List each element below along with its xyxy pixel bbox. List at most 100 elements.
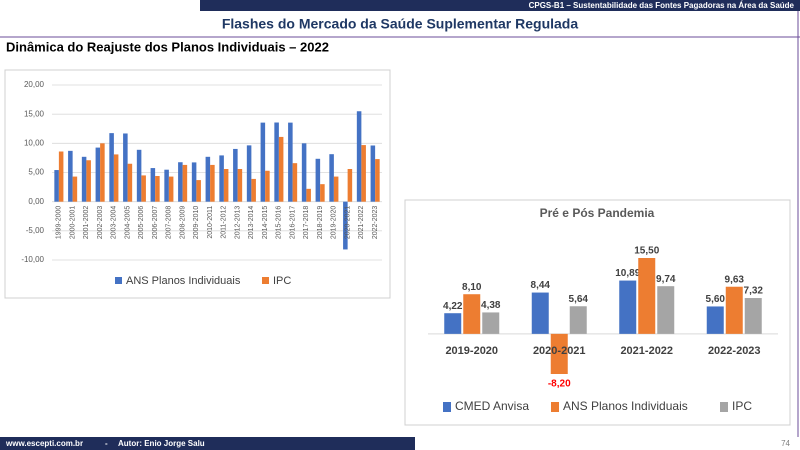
x-tick-label: 2022-2023 <box>708 345 761 357</box>
x-tick-label: 2021-2022 <box>358 206 365 240</box>
bar <box>370 145 376 202</box>
bar <box>333 176 339 202</box>
x-tick-label: 2017-2018 <box>303 206 310 240</box>
x-tick-label: 2012-2013 <box>234 206 241 240</box>
x-tick-label: 2009-2010 <box>193 206 200 240</box>
x-tick-label: 2020-2021 <box>344 206 351 240</box>
x-tick-label: 2005-2006 <box>138 206 145 240</box>
value-label: 10,89 <box>615 268 640 279</box>
bar <box>343 201 348 250</box>
bar <box>251 178 256 202</box>
bar <box>329 154 334 202</box>
bar <box>375 159 380 202</box>
bar <box>744 298 762 334</box>
bar <box>196 180 201 202</box>
chart-title: Pré e Pós Pandemia <box>540 206 655 220</box>
x-tick-label: 2003-2004 <box>111 206 118 240</box>
legend-label: ANS Planos Individuais <box>126 275 241 287</box>
bar <box>81 156 87 202</box>
legend-label: IPC <box>273 275 291 287</box>
bar <box>191 162 197 202</box>
x-tick-label: 2001-2002 <box>83 206 90 240</box>
bar <box>278 136 284 202</box>
bar <box>274 122 279 202</box>
bar <box>569 306 587 334</box>
footer-site: www.escepti.com.br <box>5 439 83 448</box>
y-tick-label: -5,00 <box>26 226 45 235</box>
bar <box>463 294 481 334</box>
bar <box>315 158 321 202</box>
footer-author: Autor: Enio Jorge Salu <box>118 439 205 448</box>
x-tick-label: 2018-2019 <box>317 206 324 240</box>
bar <box>260 122 266 202</box>
legend-swatch <box>551 402 559 412</box>
section-title: Dinâmica do Reajuste dos Planos Individu… <box>6 39 329 54</box>
bar <box>127 163 133 202</box>
value-label: 8,44 <box>531 280 551 291</box>
bar <box>86 160 91 202</box>
bar <box>725 286 743 334</box>
x-tick-label: 1999-2000 <box>56 206 63 240</box>
bar <box>205 156 211 202</box>
x-tick-label: 2020-2021 <box>533 345 586 357</box>
bar <box>531 292 549 334</box>
bar <box>347 169 353 202</box>
value-label: 4,38 <box>481 300 501 311</box>
bar <box>95 147 101 202</box>
bar <box>68 150 73 202</box>
bar <box>292 163 298 202</box>
y-tick-label: 0,00 <box>28 197 44 206</box>
value-label: -8,20 <box>548 379 571 390</box>
bar <box>320 184 325 202</box>
bar <box>706 306 724 334</box>
bar <box>164 169 169 202</box>
slide-title: Flashes do Mercado da Saúde Suplementar … <box>222 16 579 32</box>
legend-swatch <box>720 402 728 412</box>
top-bar <box>200 0 800 11</box>
value-label: 7,32 <box>744 286 764 297</box>
x-tick-label: 2006-2007 <box>152 206 159 240</box>
x-tick-label: 2013-2014 <box>248 206 255 240</box>
value-label: 15,50 <box>634 246 659 257</box>
bar <box>265 170 270 202</box>
legend-label: CMED Anvisa <box>455 399 529 413</box>
x-tick-label: 2021-2022 <box>620 345 673 357</box>
x-tick-label: 2007-2008 <box>166 206 173 240</box>
value-label: 4,22 <box>443 301 463 312</box>
bar <box>619 280 637 334</box>
footer-separator: - <box>105 439 108 448</box>
y-tick-label: 15,00 <box>24 109 45 118</box>
legend-label: IPC <box>732 399 752 413</box>
bar <box>219 155 224 202</box>
top-bar-text: CPGS-B1 – Sustentabilidade das Fontes Pa… <box>529 1 795 10</box>
bar <box>72 176 78 202</box>
value-label: 5,64 <box>569 294 589 305</box>
bar <box>100 143 105 202</box>
x-tick-label: 2010-2011 <box>207 206 214 239</box>
y-tick-label: 10,00 <box>24 138 45 147</box>
bar <box>178 162 183 202</box>
x-tick-label: 2015-2016 <box>276 206 283 240</box>
bar <box>301 143 307 202</box>
x-tick-label: 2008-2009 <box>179 206 186 240</box>
bar <box>361 145 366 202</box>
x-tick-label: 2000-2001 <box>69 206 76 240</box>
value-label: 9,74 <box>656 274 676 285</box>
x-tick-label: 2022-2023 <box>372 206 379 240</box>
bar <box>109 133 114 202</box>
bar <box>155 176 160 202</box>
bar <box>223 169 229 202</box>
bar <box>356 111 362 202</box>
bar <box>482 312 500 334</box>
x-tick-label: 2002-2003 <box>97 206 104 240</box>
bar <box>123 133 128 202</box>
x-tick-label: 2004-2005 <box>124 206 131 240</box>
bar <box>113 154 119 202</box>
value-label: 9,63 <box>725 274 745 285</box>
bar <box>210 164 215 202</box>
bar <box>550 333 568 374</box>
x-tick-label: 2016-2017 <box>289 206 296 240</box>
bar <box>136 149 142 202</box>
y-tick-label: 5,00 <box>28 168 44 177</box>
